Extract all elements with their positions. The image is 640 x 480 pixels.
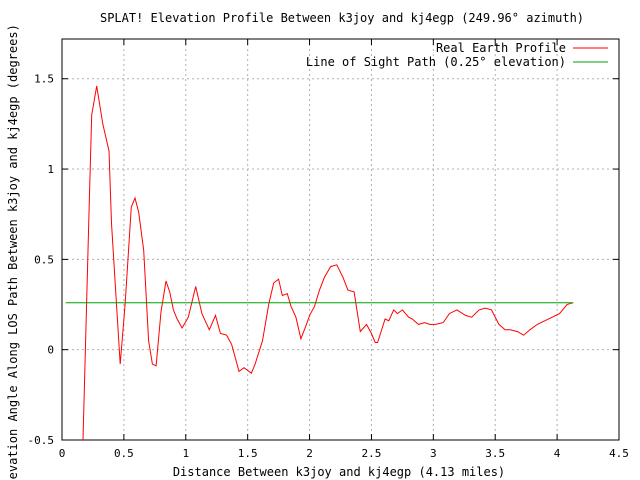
x-axis-label: Distance Between k3joy and kj4egp (4.13 … <box>173 465 505 479</box>
y-tick-label: 1.5 <box>34 73 54 86</box>
y-axis-label: Elevation Angle Along LOS Path Between k… <box>6 24 20 480</box>
grid-lines <box>62 39 619 440</box>
x-tick-label: 3 <box>430 447 437 460</box>
legend: Real Earth Profile Line of Sight Path (0… <box>306 41 608 69</box>
series-lines <box>65 85 574 441</box>
plot-frame <box>61 38 620 441</box>
legend-label-line-of-sight-path: Line of Sight Path (0.25° elevation) <box>306 55 566 69</box>
y-tick-label: 0 <box>47 344 54 357</box>
x-tick-label: 2 <box>306 447 313 460</box>
chart-title: SPLAT! Elevation Profile Between k3joy a… <box>100 11 584 25</box>
x-tick-label: 4 <box>554 447 561 460</box>
x-tick-label: 3.5 <box>485 447 505 460</box>
x-tick-label: 0.5 <box>114 447 134 460</box>
x-tick-label: 2.5 <box>362 447 382 460</box>
legend-label-real-earth-profile: Real Earth Profile <box>436 41 566 55</box>
y-tick-label: 1 <box>47 163 54 176</box>
x-tick-label: 1.5 <box>238 447 258 460</box>
x-tick-label: 4.5 <box>609 447 629 460</box>
x-tick-label: 1 <box>182 447 189 460</box>
y-tick-label: 0.5 <box>34 253 54 266</box>
real-earth-profile-line <box>82 85 574 441</box>
y-tick-label: -0.5 <box>28 434 55 447</box>
axis-ticks: 0 0.5 1 1.5 2 2.5 3 3.5 4 4.5 -0.5 0 0.5 1 1.5 <box>28 39 629 460</box>
x-tick-label: 0 <box>59 447 66 460</box>
